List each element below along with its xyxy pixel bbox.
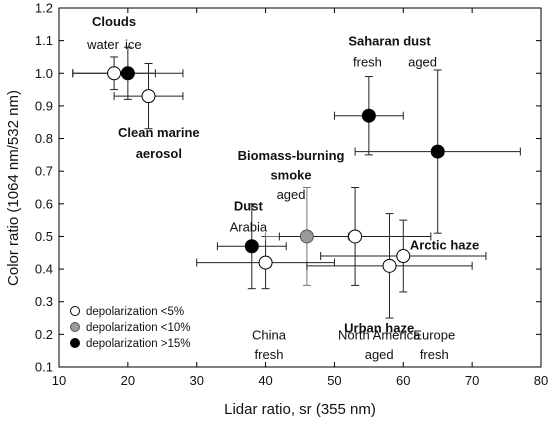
y-tick-label: 1.1 — [35, 33, 53, 48]
data-point — [430, 144, 445, 159]
x-tick-label: 30 — [189, 373, 203, 388]
x-tick-label: 10 — [52, 373, 66, 388]
x-axis-label: Lidar ratio, sr (355 nm) — [224, 401, 376, 418]
data-point — [244, 239, 259, 254]
x-tick-label: 50 — [327, 373, 341, 388]
x-tick-label: 70 — [465, 373, 479, 388]
y-tick-label: 0.4 — [35, 262, 53, 277]
annotation-label: smoke — [270, 167, 311, 182]
error-bars — [72, 46, 521, 319]
y-tick-label: 1.2 — [35, 1, 53, 16]
annotation-label: aged — [277, 187, 306, 202]
annotations: Clouds water ice Clean marine aerosol Saharan… — [86, 14, 479, 362]
annotation-label: fresh — [420, 347, 449, 362]
annotation-label: water — [86, 37, 119, 52]
data-point — [258, 255, 273, 270]
annotation-label: Arabia — [230, 220, 268, 235]
annotation-label: China — [252, 327, 287, 342]
y-tick-label: 0.1 — [35, 360, 53, 375]
annotation-label: Saharan dust — [348, 34, 431, 49]
y-tick-label: 0.5 — [35, 229, 53, 244]
x-tick-label: 80 — [534, 373, 548, 388]
y-tick-label: 1.0 — [35, 66, 53, 81]
annotation-label: Arctic haze — [410, 238, 479, 253]
data-point — [141, 89, 156, 104]
axis-ticks: 10 20 30 40 50 60 70 80 0.1 0.2 0.3 0.4 0.5 0.6 0.7 0.8… — [35, 1, 548, 389]
y-tick-label: 0.3 — [35, 294, 53, 309]
annotation-label: aged — [365, 347, 394, 362]
x-tick-label: 60 — [396, 373, 410, 388]
data-point — [361, 108, 376, 123]
y-tick-label: 0.2 — [35, 327, 53, 342]
data-point — [299, 229, 314, 244]
annotation-label: North America — [338, 327, 421, 342]
plot-area — [58, 7, 542, 368]
annotation-label: Dust — [234, 198, 264, 213]
data-point — [120, 66, 135, 81]
annotation-label: Clouds — [92, 14, 136, 29]
data-point — [107, 66, 122, 81]
y-tick-label: 0.8 — [35, 131, 53, 146]
annotation-label: ice — [125, 37, 142, 52]
legend-label: depolarization >15% — [86, 338, 191, 350]
data-point — [382, 258, 397, 273]
x-tick-label: 20 — [121, 373, 135, 388]
y-tick-label: 0.9 — [35, 98, 53, 113]
annotation-label: aerosol — [136, 146, 182, 161]
annotation-label: Biomass-burning — [238, 148, 345, 163]
annotation-label: fresh — [353, 55, 382, 70]
annotation-label: Clean marine — [118, 125, 200, 140]
legend: depolarization <5% depolarization <10% dep… — [70, 306, 191, 350]
annotation-label: aged — [408, 55, 437, 70]
data-points — [107, 66, 445, 273]
x-tick-label: 40 — [258, 373, 272, 388]
legend-marker — [70, 306, 80, 316]
legend-marker — [70, 322, 80, 332]
legend-label: depolarization <5% — [86, 306, 184, 318]
legend-label: depolarization <10% — [86, 322, 191, 334]
annotation-label: fresh — [255, 347, 284, 362]
y-tick-label: 0.6 — [35, 196, 53, 211]
annotation-label: Europe — [413, 327, 455, 342]
y-tick-label: 0.7 — [35, 164, 53, 179]
y-axis-label: Color ratio (1064 nm/532 nm) — [5, 90, 22, 286]
legend-marker — [70, 338, 80, 348]
data-point — [348, 229, 363, 244]
data-point — [396, 249, 411, 264]
annotation-label: Urban haze — [344, 321, 414, 336]
